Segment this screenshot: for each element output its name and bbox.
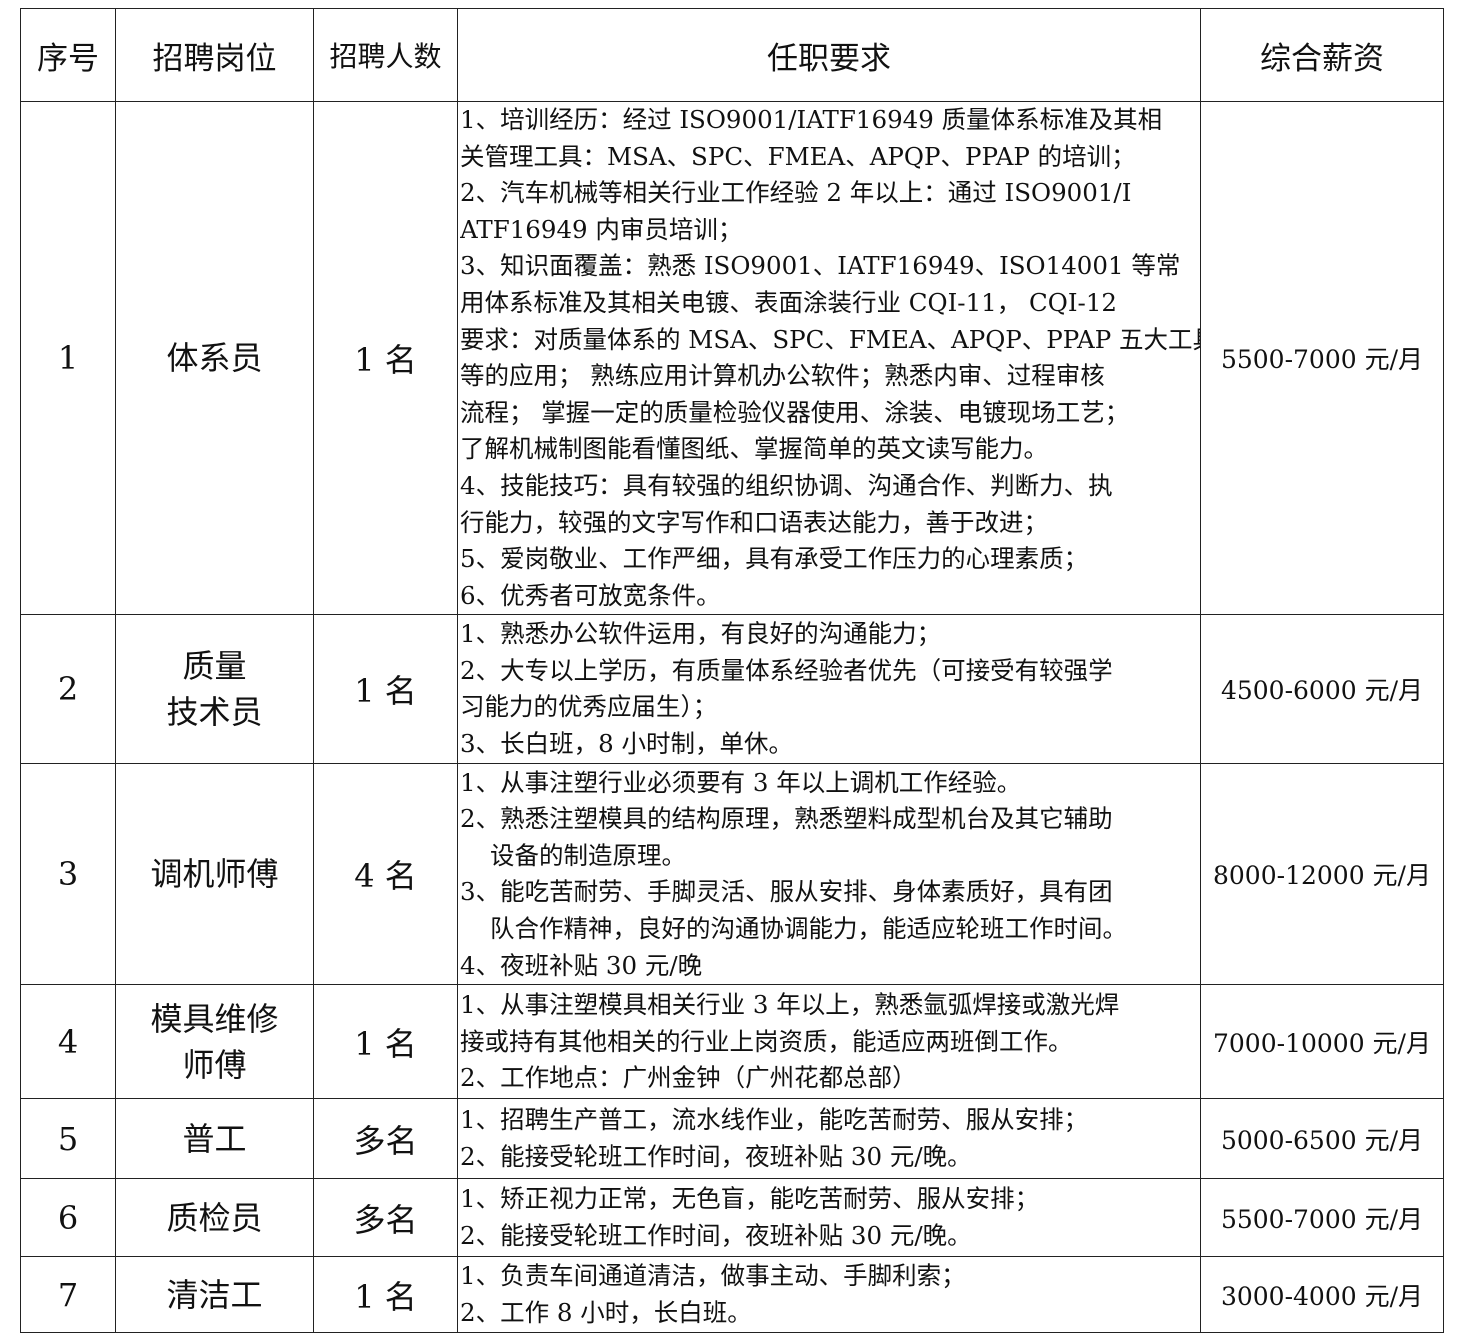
requirement-line: 流程； 掌握一定的质量检验仪器使用、涂装、电镀现场工艺； <box>460 397 1130 427</box>
table-row: 6 质检员 多名 1、矫正视力正常，无色盲，能吃苦耐劳、服从安排； 2、能接受轮班工作时… <box>20 1178 1444 1258</box>
position-name: 普工 <box>182 1119 247 1158</box>
header-position: 招聘岗位 <box>115 8 314 102</box>
headcount: 4 名 <box>313 763 458 986</box>
requirement-line: 3、知识面覆盖：熟悉 ISO9001、IATF16949、ISO14001 等常 <box>460 251 1181 281</box>
position-cell: 模具维修 师傅 <box>115 984 314 1100</box>
requirement-line: 1、从事注塑模具相关行业 3 年以上，熟悉氩弧焊接或激光焊 <box>460 989 1120 1019</box>
requirement-line: 要求：对质量体系的 MSA、SPC、FMEA、APQP、PPAP 五大工具 <box>460 324 1200 354</box>
requirement-line: 1、培训经历：经过 ISO9001/IATF16949 质量体系标准及其相 <box>460 105 1163 134</box>
requirement-line: 2、能接受轮班工作时间，夜班补贴 30 元/晚。 <box>460 1220 972 1250</box>
requirement-line: 3、能吃苦耐劳、手脚灵活、服从安排、身体素质好，具有团 <box>460 877 1113 907</box>
position-cell: 体系员 <box>115 100 314 616</box>
header-count: 招聘人数 <box>313 8 458 102</box>
row-number: 2 <box>20 614 116 765</box>
requirement-line: 2、能接受轮班工作时间，夜班补贴 30 元/晚。 <box>460 1141 972 1171</box>
requirements-cell: 1、招聘生产普工，流水线作业，能吃苦耐劳、服从安排； 2、能接受轮班工作时间，夜班… <box>457 1098 1201 1180</box>
salary: 8000-12000 元/月 <box>1200 763 1444 986</box>
position-name: 体系员 <box>166 339 263 378</box>
table-row: 4 模具维修 师傅 1 名 1、从事注塑模具相关行业 3 年以上，熟悉氩弧焊接或激光焊接… <box>20 984 1444 1100</box>
requirement-line: 1、招聘生产普工，流水线作业，能吃苦耐劳、服从安排； <box>460 1105 1089 1135</box>
requirements-cell: 1、从事注塑行业必须要有 3 年以上调机工作经验。 2、熟悉注塑模具的结构原理，熟… <box>457 763 1201 986</box>
headcount: 1 名 <box>313 984 458 1100</box>
table-row: 3 调机师傅 4 名 1、从事注塑行业必须要有 3 年以上调机工作经验。 2、熟悉注塑模… <box>20 763 1444 986</box>
requirement-line: 关管理工具：MSA、SPC、FMEA、APQP、PPAP 的培训； <box>460 141 1136 171</box>
requirement-line: 5、爱岗敬业、工作严细，具有承受工作压力的心理素质； <box>460 544 1089 574</box>
table-row: 5 普工 多名 1、招聘生产普工，流水线作业，能吃苦耐劳、服从安排； 2、能接受轮班工作… <box>20 1098 1444 1180</box>
requirement-line: 1、负责车间通道清洁，做事主动、手脚利索； <box>460 1261 966 1291</box>
table-row: 7 清洁工 1 名 1、负责车间通道清洁，做事主动、手脚利索； 2、工作 8 小时，长白… <box>20 1256 1444 1334</box>
requirements-cell: 1、培训经历：经过 ISO9001/IATF16949 质量体系标准及其相 关管理… <box>457 100 1201 616</box>
row-number: 5 <box>20 1098 116 1180</box>
requirement-line: 习能力的优秀应届生）； <box>460 692 718 722</box>
table-row: 2 质量 技术员 1 名 1、熟悉办公软件运用，有良好的沟通能力； 2、大专以上学历，有质… <box>20 614 1444 765</box>
headcount: 1 名 <box>313 1256 458 1334</box>
headcount: 多名 <box>313 1178 458 1258</box>
requirement-line: ATF16949 内审员培训； <box>460 214 743 244</box>
row-number: 1 <box>20 100 116 616</box>
row-number: 3 <box>20 763 116 986</box>
position-name: 模具维修 <box>150 999 279 1038</box>
requirement-line: 2、汽车机械等相关行业工作经验 2 年以上：通过 ISO9001/I <box>460 178 1132 208</box>
requirement-line: 4、技能技巧：具有较强的组织协调、沟通合作、判断力、执 <box>460 470 1113 500</box>
requirement-line: 6、优秀者可放宽条件。 <box>460 580 721 610</box>
position-name: 调机师傅 <box>150 855 279 894</box>
position-name: 质量 <box>182 647 247 686</box>
requirement-line: 2、工作地点：广州金钟（广州花都总部） <box>460 1063 917 1093</box>
position-name: 师傅 <box>182 1045 247 1084</box>
salary: 5500-7000 元/月 <box>1200 1178 1444 1258</box>
salary: 4500-6000 元/月 <box>1200 614 1444 765</box>
requirement-line: 接或持有其他相关的行业上岗资质，能适应两班倒工作。 <box>460 1026 1073 1056</box>
requirement-line: 2、工作 8 小时，长白班。 <box>460 1297 752 1327</box>
headcount: 多名 <box>313 1098 458 1180</box>
requirement-line: 了解机械制图能看懂图纸、掌握简单的英文读写能力。 <box>460 434 1048 464</box>
row-number: 4 <box>20 984 116 1100</box>
salary: 3000-4000 元/月 <box>1200 1256 1444 1334</box>
recruitment-table: 序号 招聘岗位 招聘人数 任职要求 综合薪资 1 体系员 1 名 1、培训经历：经过 … <box>20 8 1444 1334</box>
requirement-line: 2、熟悉注塑模具的结构原理，熟悉塑料成型机台及其它辅助 <box>460 804 1113 834</box>
position-cell: 调机师傅 <box>115 763 314 986</box>
requirement-line: 设备的制造原理。 <box>490 840 686 870</box>
requirement-line: 队合作精神，良好的沟通协调能力，能适应轮班工作时间。 <box>490 913 1127 943</box>
header-salary: 综合薪资 <box>1200 8 1444 102</box>
requirement-line: 2、大专以上学历，有质量体系经验者优先（可接受有较强学 <box>460 655 1113 685</box>
requirement-line: 等的应用； 熟练应用计算机办公软件；熟悉内审、过程审核 <box>460 361 1105 391</box>
position-cell: 普工 <box>115 1098 314 1180</box>
requirements-cell: 1、熟悉办公软件运用，有良好的沟通能力； 2、大专以上学历，有质量体系经验者优先（… <box>457 614 1201 765</box>
salary: 5500-7000 元/月 <box>1200 100 1444 616</box>
position-name: 清洁工 <box>166 1275 263 1314</box>
position-cell: 清洁工 <box>115 1256 314 1334</box>
salary: 7000-10000 元/月 <box>1200 984 1444 1100</box>
table-row: 1 体系员 1 名 1、培训经历：经过 ISO9001/IATF16949 质量体系标… <box>20 100 1444 616</box>
position-name: 技术员 <box>166 693 263 732</box>
requirement-line: 4、夜班补贴 30 元/晚 <box>460 950 703 980</box>
headcount: 1 名 <box>313 614 458 765</box>
requirements-cell: 1、矫正视力正常，无色盲，能吃苦耐劳、服从安排； 2、能接受轮班工作时间，夜班补贴… <box>457 1178 1201 1258</box>
header-row: 序号 招聘岗位 招聘人数 任职要求 综合薪资 <box>20 8 1444 102</box>
requirement-line: 3、长白班，8 小时制，单休。 <box>460 728 793 758</box>
row-number: 6 <box>20 1178 116 1258</box>
requirement-line: 行能力，较强的文字写作和口语表达能力，善于改进； <box>460 507 1048 537</box>
requirements-cell: 1、从事注塑模具相关行业 3 年以上，熟悉氩弧焊接或激光焊 接或持有其他相关的行业… <box>457 984 1201 1100</box>
position-name: 质检员 <box>166 1198 263 1237</box>
row-number: 7 <box>20 1256 116 1334</box>
position-cell: 质量 技术员 <box>115 614 314 765</box>
headcount: 1 名 <box>313 100 458 616</box>
salary: 5000-6500 元/月 <box>1200 1098 1444 1180</box>
requirement-line: 用体系标准及其相关电镀、表面涂装行业 CQI-11， CQI-12 <box>460 287 1117 317</box>
requirement-line: 1、从事注塑行业必须要有 3 年以上调机工作经验。 <box>460 767 1022 797</box>
position-cell: 质检员 <box>115 1178 314 1258</box>
requirements-cell: 1、负责车间通道清洁，做事主动、手脚利索； 2、工作 8 小时，长白班。 <box>457 1256 1201 1334</box>
requirement-line: 1、矫正视力正常，无色盲，能吃苦耐劳、服从安排； <box>460 1184 1040 1214</box>
header-no: 序号 <box>20 8 116 102</box>
requirement-line: 1、熟悉办公软件运用，有良好的沟通能力； <box>460 619 942 649</box>
header-requirements: 任职要求 <box>457 8 1201 102</box>
